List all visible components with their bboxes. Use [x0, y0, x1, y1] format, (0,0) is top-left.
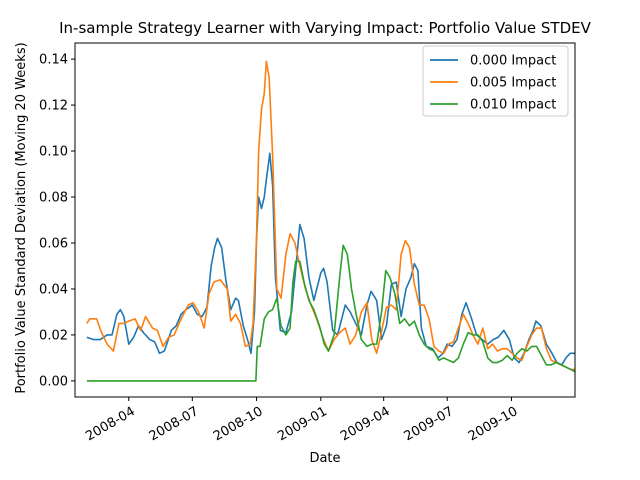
y-tick-label: 0.06: [39, 236, 68, 251]
y-tick-label: 0.14: [39, 53, 68, 68]
legend-entry: 0.005 Impact: [470, 76, 556, 91]
series-line-0: [86, 152, 575, 366]
series-group: [86, 60, 575, 382]
legend-box: [422, 45, 569, 117]
legend-items: 0.000 Impact 0.005 Impact 0.010 Impact: [430, 54, 556, 113]
y-axis: 0.00 0.02 0.04 0.06 0.08 0.10 0.12 0.14: [39, 53, 75, 389]
y-tick-label: 0.04: [39, 282, 68, 297]
y-tick-label: 0.10: [39, 145, 68, 160]
legend-entry: 0.000 Impact: [470, 54, 556, 69]
y-axis-label: Portfolio Value Standard Deviation (Movi…: [14, 42, 29, 393]
legend: 0.000 Impact 0.005 Impact 0.010 Impact: [422, 45, 569, 117]
chart-title: In-sample Strategy Learner with Varying …: [59, 19, 592, 37]
y-tick-label: 0.08: [39, 191, 68, 206]
y-tick-label: 0.02: [39, 328, 68, 343]
x-axis-label: Date: [309, 451, 340, 466]
legend-entry: 0.010 Impact: [470, 98, 556, 113]
y-tick-label: 0.00: [39, 374, 68, 389]
plot-frame: [74, 42, 576, 398]
y-tick-label: 0.12: [39, 99, 68, 114]
series-line-2: [86, 244, 575, 382]
